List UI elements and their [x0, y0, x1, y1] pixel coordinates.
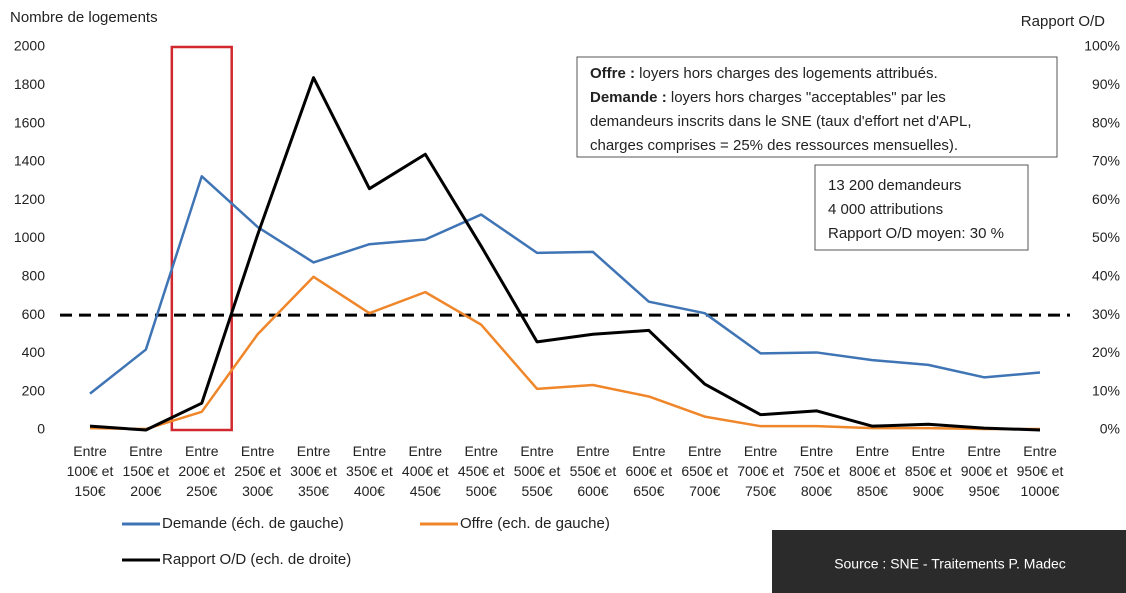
- source: Source : SNE - Traitements P. Madec: [834, 556, 1066, 572]
- legend-label: Demande (éch. de gauche): [162, 515, 344, 532]
- legend-label: Rapport O/D (ech. de droite): [162, 551, 351, 568]
- series-line: [89, 175, 1041, 395]
- y2-axis-label: Rapport O/D: [1021, 13, 1105, 30]
- series-line: [89, 76, 1041, 432]
- y-tick-label: 1200: [14, 191, 45, 207]
- x-tick-label: Entre 850€ et 900€: [905, 443, 952, 499]
- y2-tick-label: 60%: [1092, 191, 1120, 207]
- x-tick-label: Entre 800€ et 850€: [849, 443, 896, 499]
- definition-segment: Offre :: [590, 65, 635, 82]
- summary-line: Rapport O/D moyen: 30 %: [828, 225, 1004, 242]
- definition-segment: loyers hors charges des logements attrib…: [635, 65, 938, 82]
- summary-box: [814, 164, 1029, 251]
- y-axis-label: Nombre de logements: [10, 9, 158, 26]
- y2-tick-label: 30%: [1092, 306, 1120, 322]
- x-tick-label: Entre 750€ et 800€: [793, 443, 840, 499]
- y2-tick-label: 50%: [1092, 229, 1120, 245]
- x-tick-label: Entre 700€ et 750€: [737, 443, 784, 499]
- x-tick-label: Entre 200€ et 250€: [178, 443, 225, 499]
- y2-tick-label: 80%: [1092, 114, 1120, 130]
- x-tick-label: Entre 250€ et 300€: [234, 443, 281, 499]
- x-tick-label: Entre 300€ et 350€: [290, 443, 337, 499]
- y-tick-label: 1000: [14, 229, 45, 245]
- definition-segment: loyers hors charges "acceptables" par le…: [667, 89, 946, 106]
- definition-line: Demande : loyers hors charges "acceptabl…: [590, 89, 946, 106]
- x-tick-label: Entre 650€ et 700€: [681, 443, 728, 499]
- y2-tick-label: 100%: [1084, 38, 1120, 54]
- y-tick-label: 400: [22, 344, 46, 360]
- x-tick-label: Entre 550€ et 600€: [570, 443, 617, 499]
- y2-tick-label: 40%: [1092, 268, 1120, 284]
- x-tick-label: Entre 450€ et 500€: [458, 443, 505, 499]
- y2-tick-label: 10%: [1092, 382, 1120, 398]
- definition-segment: demandeurs inscrits dans le SNE (taux d'…: [590, 113, 971, 130]
- definition-line: demandeurs inscrits dans le SNE (taux d'…: [590, 113, 971, 130]
- source-box: [772, 530, 1126, 593]
- y2-tick-label: 90%: [1092, 76, 1120, 92]
- summary-line: 4 000 attributions: [828, 201, 943, 218]
- x-tick-label: Entre 500€ et 550€: [514, 443, 561, 499]
- y-tick-label: 600: [22, 306, 46, 322]
- definition-line: charges comprises = 25% des ressources m…: [590, 137, 958, 154]
- y2-tick-label: 20%: [1092, 344, 1120, 360]
- y-tick-label: 200: [22, 382, 46, 398]
- y-tick-label: 800: [22, 268, 46, 284]
- y-tick-label: 2000: [14, 38, 45, 54]
- y-tick-label: 1600: [14, 114, 45, 130]
- series-line: [89, 275, 1040, 431]
- x-tick-label: Entre 150€ et 200€: [123, 443, 170, 499]
- x-tick-label: Entre 100€ et 150€: [67, 443, 114, 499]
- y2-tick-label: 70%: [1092, 153, 1120, 169]
- definition-line: Offre : loyers hors charges des logement…: [590, 65, 938, 82]
- definition-segment: Demande :: [590, 89, 667, 106]
- x-tick-label: Entre 950€ et 1000€: [1017, 443, 1064, 499]
- x-tick-label: Entre 400€ et 450€: [402, 443, 449, 499]
- y-tick-label: 1800: [14, 76, 45, 92]
- x-tick-label: Entre 350€ et 400€: [346, 443, 393, 499]
- x-tick-label: Entre 600€ et 650€: [625, 443, 672, 499]
- x-tick-label: Entre 900€ et 950€: [961, 443, 1008, 499]
- highlight-box: [170, 45, 233, 432]
- y-tick-label: 0: [37, 421, 45, 437]
- y2-tick-label: 0%: [1100, 421, 1120, 437]
- definition-box: [576, 56, 1058, 158]
- summary-line: 13 200 demandeurs: [828, 177, 961, 194]
- legend-label: Offre (ech. de gauche): [460, 515, 610, 532]
- definition-segment: charges comprises = 25% des ressources m…: [590, 137, 958, 154]
- y-tick-label: 1400: [14, 153, 45, 169]
